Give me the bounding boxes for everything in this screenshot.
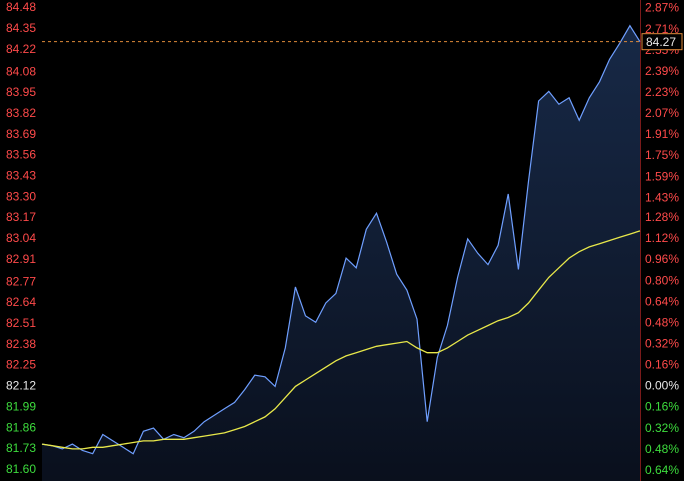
y-tick-label: 83.82 bbox=[6, 106, 36, 120]
y2-tick-label: 2.39% bbox=[645, 64, 679, 78]
y-tick-label: 82.91 bbox=[6, 252, 36, 266]
price-area bbox=[42, 25, 640, 481]
y-tick-label: 83.17 bbox=[6, 210, 36, 224]
y2-tick-label: 0.16% bbox=[645, 358, 679, 372]
y-tick-label: 84.22 bbox=[6, 42, 36, 56]
y2-tick-label: 1.12% bbox=[645, 231, 679, 245]
y-tick-label: 84.35 bbox=[6, 21, 36, 35]
y2-tick-label: 1.28% bbox=[645, 210, 679, 224]
y-tick-label: 84.08 bbox=[6, 64, 36, 78]
last-price-box bbox=[641, 33, 683, 51]
y2-tick-label: 1.43% bbox=[645, 190, 679, 204]
y2-tick-label: 1.59% bbox=[645, 169, 679, 183]
y2-tick-label: 2.71% bbox=[645, 22, 679, 36]
y2-tick-label: 1.75% bbox=[645, 148, 679, 162]
average-line bbox=[41, 230, 641, 450]
y-tick-label: 82.51 bbox=[6, 316, 36, 330]
y-tick-label: 82.12 bbox=[6, 379, 36, 393]
y2-tick-label: 0.96% bbox=[645, 252, 679, 266]
y2-tick-label: 0.00% bbox=[645, 379, 679, 393]
y-tick-label: 81.86 bbox=[6, 420, 36, 434]
y-tick-label: 81.73 bbox=[6, 441, 36, 455]
last-price-label: 84.27 bbox=[646, 35, 676, 49]
y2-tick-label: 0.80% bbox=[645, 273, 679, 287]
y2-tick-label: 0.48% bbox=[645, 442, 679, 456]
y-tick-label: 82.25 bbox=[6, 358, 36, 372]
y-tick-label: 84.48 bbox=[6, 0, 36, 14]
y2-tick-label: 2.23% bbox=[645, 85, 679, 99]
y2-tick-label: 0.32% bbox=[645, 336, 679, 350]
price-line bbox=[41, 24, 641, 455]
y2-tick-label: 2.07% bbox=[645, 106, 679, 120]
y-tick-label: 83.04 bbox=[6, 231, 36, 245]
y-tick-label: 83.95 bbox=[6, 85, 36, 99]
y-tick-label: 83.56 bbox=[6, 148, 36, 162]
y-tick-label: 83.69 bbox=[6, 127, 36, 141]
y2-tick-label: 0.16% bbox=[645, 400, 679, 414]
y-tick-label: 82.38 bbox=[6, 337, 36, 351]
y-tick-label: 82.77 bbox=[6, 274, 36, 288]
y-tick-label: 81.60 bbox=[6, 462, 36, 476]
y2-tick-label: 2.87% bbox=[645, 1, 679, 15]
y2-tick-label: 1.91% bbox=[645, 127, 679, 141]
y2-tick-label: 0.48% bbox=[645, 315, 679, 329]
y-tick-label: 83.30 bbox=[6, 189, 36, 203]
y-tick-label: 83.43 bbox=[6, 169, 36, 183]
y-tick-label: 82.64 bbox=[6, 295, 36, 309]
y2-tick-label: 0.32% bbox=[645, 421, 679, 435]
y2-tick-label: 0.64% bbox=[645, 463, 679, 477]
y-tick-label: 81.99 bbox=[6, 399, 36, 413]
y2-tick-label: 0.64% bbox=[645, 294, 679, 308]
